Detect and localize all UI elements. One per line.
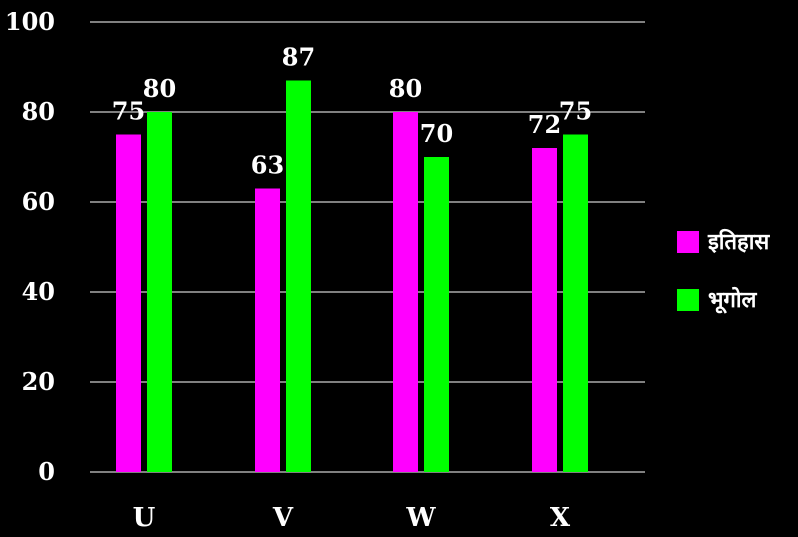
y-tick-label: 100 (5, 7, 55, 36)
y-tick-label: 0 (38, 457, 55, 486)
legend-swatch (677, 289, 699, 311)
bar-w-series-1 (393, 112, 418, 472)
legend-label: इतिहास (707, 228, 770, 255)
y-tick-label: 80 (22, 97, 55, 126)
data-label: 63 (251, 151, 284, 180)
x-category-label: W (405, 503, 436, 533)
data-label: 80 (143, 74, 176, 103)
bar-v-series-2 (286, 80, 311, 472)
x-category-label: U (133, 503, 156, 533)
y-tick-label: 20 (22, 367, 55, 396)
legend-swatch (677, 231, 699, 253)
bar-u-series-2 (147, 112, 172, 472)
bar-w-series-2 (424, 157, 449, 472)
bars (116, 80, 588, 472)
legend: इतिहास भूगोल (677, 228, 770, 314)
data-label: 87 (282, 43, 315, 72)
y-axis-ticks: 0 20 40 60 80 100 (5, 7, 55, 486)
data-label: 70 (420, 119, 453, 148)
legend-label: भूगोल (708, 286, 758, 314)
y-tick-label: 40 (22, 277, 55, 306)
data-label: 72 (528, 110, 561, 139)
bar-u-series-1 (116, 134, 141, 472)
x-category-label: V (272, 503, 294, 533)
bar-x-series-1 (532, 148, 557, 472)
x-category-label: X (550, 503, 571, 533)
y-tick-label: 60 (22, 187, 55, 216)
data-label: 80 (389, 74, 422, 103)
bar-x-series-2 (563, 134, 588, 472)
data-label: 75 (559, 97, 592, 126)
x-axis-categories: U V W X (133, 503, 571, 533)
bar-v-series-1 (255, 188, 280, 472)
data-label: 75 (112, 97, 145, 126)
